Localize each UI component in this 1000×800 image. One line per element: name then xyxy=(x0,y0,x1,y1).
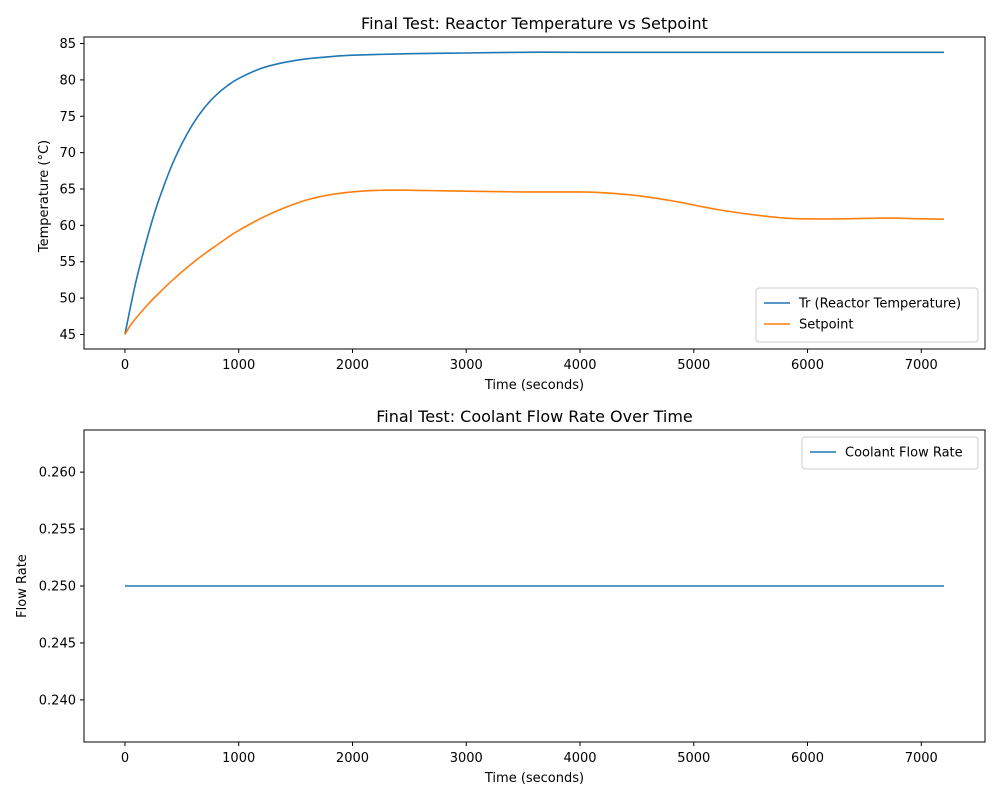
x-tick-label: 1000 xyxy=(222,358,255,373)
x-tick-label: 0 xyxy=(121,358,129,373)
y-tick-label: 60 xyxy=(59,219,76,234)
y-axis-ticks: 45 50 55 60 65 70 75 80 85 xyxy=(59,37,84,343)
series-line-setpoint xyxy=(124,189,945,335)
x-tick-label: 3000 xyxy=(450,358,483,373)
y-tick-label: 65 xyxy=(59,183,76,198)
x-tick-label: 6000 xyxy=(791,358,824,373)
legend-box xyxy=(755,287,979,343)
series-line-tr-reactor-temperature xyxy=(124,51,945,335)
x-axis-ticks: 0 1000 2000 3000 4000 5000 6000 7000 xyxy=(121,349,938,373)
x-tick-label: 2000 xyxy=(336,751,369,766)
y-tick-label: 0.255 xyxy=(39,523,76,538)
y-tick-label: 0.245 xyxy=(39,636,76,651)
x-tick-label: 4000 xyxy=(563,358,596,373)
y-tick-label: 50 xyxy=(59,292,76,307)
x-axis-ticks: 0 1000 2000 3000 4000 5000 6000 7000 xyxy=(121,742,938,766)
plot-frame xyxy=(83,429,986,743)
reactor-temperature-chart: Final Test: Reactor Temperature vs Setpo… xyxy=(37,14,986,393)
legend-label: Setpoint xyxy=(799,318,854,333)
x-tick-label: 2000 xyxy=(336,358,369,373)
x-tick-label: 5000 xyxy=(677,751,710,766)
x-tick-label: 3000 xyxy=(450,751,483,766)
y-tick-label: 0.240 xyxy=(39,693,76,708)
y-tick-label: 45 xyxy=(59,328,76,343)
x-tick-label: 4000 xyxy=(563,751,596,766)
y-tick-label: 85 xyxy=(59,37,76,52)
x-tick-label: 0 xyxy=(121,751,129,766)
coolant-flow-chart: Final Test: Coolant Flow Rate Over Time … xyxy=(15,407,986,786)
x-tick-label: 5000 xyxy=(677,358,710,373)
x-tick-label: 7000 xyxy=(905,751,938,766)
y-tick-label: 80 xyxy=(59,73,76,88)
series-layer xyxy=(124,51,945,335)
x-axis-label: Time (seconds) xyxy=(484,771,584,786)
y-axis-label: Flow Rate xyxy=(15,554,30,618)
x-axis-label: Time (seconds) xyxy=(484,378,584,393)
legend-label: Tr (Reactor Temperature) xyxy=(798,297,961,312)
legend: Tr (Reactor Temperature) Setpoint xyxy=(755,287,979,343)
x-tick-label: 1000 xyxy=(222,751,255,766)
legend-label: Coolant Flow Rate xyxy=(845,446,963,461)
y-axis-ticks: 0.240 0.245 0.250 0.255 0.260 xyxy=(39,466,84,708)
x-tick-label: 6000 xyxy=(791,751,824,766)
chart-title: Final Test: Reactor Temperature vs Setpo… xyxy=(361,14,708,33)
chart-title: Final Test: Coolant Flow Rate Over Time xyxy=(376,407,693,426)
y-tick-label: 70 xyxy=(59,146,76,161)
y-tick-label: 0.250 xyxy=(39,580,76,595)
legend-box xyxy=(801,436,979,470)
y-axis-label: Temperature (°C) xyxy=(37,140,52,253)
y-tick-label: 55 xyxy=(59,255,76,270)
y-tick-label: 0.260 xyxy=(39,466,76,481)
y-tick-label: 75 xyxy=(59,110,76,125)
x-tick-label: 7000 xyxy=(905,358,938,373)
plot-frame xyxy=(83,36,986,350)
legend: Coolant Flow Rate xyxy=(801,436,979,470)
